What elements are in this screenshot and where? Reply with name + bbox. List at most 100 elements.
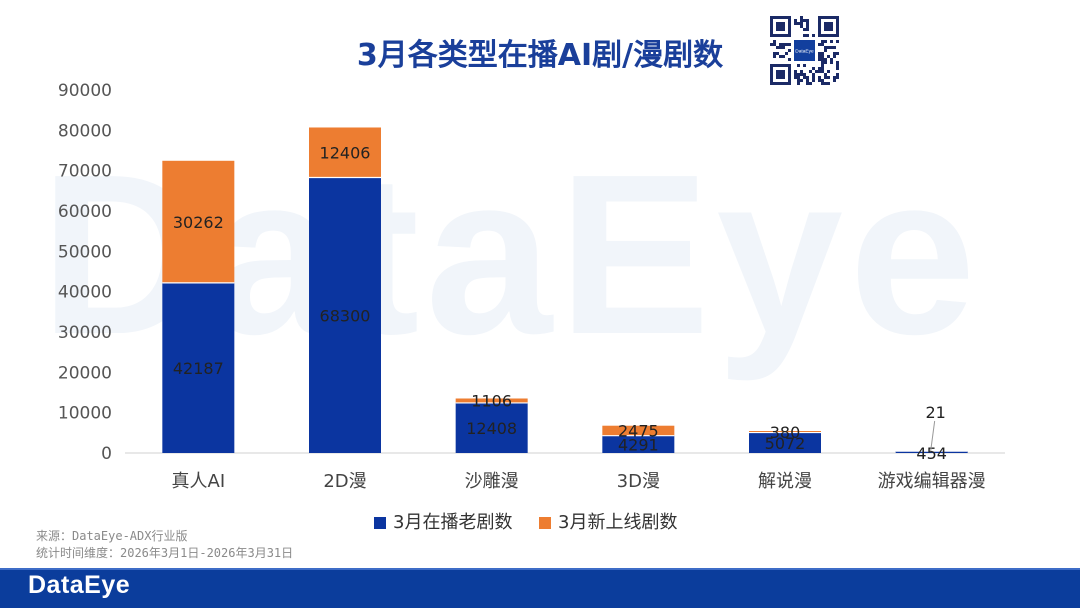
qr-module [824,49,827,52]
footer-bar [0,568,1080,608]
qr-module [821,58,824,61]
qr-module [809,70,812,73]
data-label-new: 21 [925,403,945,422]
qr-module [818,55,821,58]
qr-module [836,67,839,70]
qr-module [794,19,797,22]
qr-module [803,19,806,22]
qr-module [779,46,782,49]
qr-code-icon: DataEye [770,16,839,85]
qr-module [800,22,803,25]
qr-module [821,82,824,85]
data-label-leader-line [930,420,936,452]
qr-module [800,73,803,76]
x-tick-label: 2D漫 [323,471,366,492]
x-tick-label: 真人AI [172,471,226,492]
qr-module [830,61,833,64]
data-label-old: 42187 [173,359,224,378]
legend-label-old: 3月在播老剧数 [393,512,512,533]
qr-module [782,43,785,46]
data-label-new: 2475 [618,422,659,441]
qr-module [779,55,782,58]
bar-new-series [749,431,821,433]
qr-finder-inner [776,22,785,31]
period-note: 统计时间维度：2026年3月1日-2026年3月31日 [36,546,294,560]
x-tick-label: 游戏编辑器漫 [878,471,986,492]
qr-module [797,73,800,76]
qr-module [818,79,821,82]
qr-module [824,76,827,79]
y-tick-label: 60000 [58,202,112,222]
qr-module [773,43,776,46]
x-tick-label: 3D漫 [617,471,660,492]
qr-module [797,82,800,85]
qr-module [788,43,791,46]
qr-module [785,43,788,46]
qr-module [776,52,779,55]
qr-module [830,40,833,43]
qr-module [797,76,800,79]
qr-module [806,25,809,28]
y-tick-label: 40000 [58,283,112,303]
qr-module [806,22,809,25]
data-label-old: 68300 [320,306,371,325]
qr-module [812,67,815,70]
qr-module [821,52,824,55]
qr-module [830,46,833,49]
bar-old-series [749,432,821,453]
qr-module [800,19,803,22]
qr-module [800,79,803,82]
footer-logo: DataEye [28,571,131,599]
qr-module [824,46,827,49]
bar-old-series [602,435,675,453]
qr-module [785,52,788,55]
qr-module [836,61,839,64]
qr-module [821,40,824,43]
qr-module [836,73,839,76]
qr-module [824,82,827,85]
bar-old-series [162,282,235,453]
qr-module [788,49,791,52]
qr-module [824,40,827,43]
stacked-bar-chart: 0 10000 20000 30000 40000 50000 60000 70000 8000… [58,81,1005,533]
qr-module [818,76,821,79]
qr-module [773,52,776,55]
qr-module [800,25,803,28]
y-tick-label: 10000 [58,404,112,424]
x-tick-label: 解说漫 [758,471,812,492]
bar-new-series [162,160,235,283]
data-label-new: 1106 [471,392,512,411]
qr-module [803,76,806,79]
legend-swatch-old [374,517,386,529]
y-tick-label: 50000 [58,242,112,262]
bar-old-series [309,177,381,454]
qr-module [824,61,827,64]
legend-swatch-new [539,517,551,529]
qr-module [815,70,818,73]
qr-module [803,64,806,67]
qr-module [806,76,809,79]
qr-module [773,55,776,58]
qr-module [827,55,830,58]
qr-module [818,52,821,55]
qr-module [833,46,836,49]
qr-module [809,82,812,85]
qr-module [836,64,839,67]
qr-module [818,58,821,61]
y-tick-label: 90000 [58,81,112,101]
qr-module [803,73,806,76]
qr-module [776,46,779,49]
qr-finder-inner [776,70,785,79]
qr-module [812,76,815,79]
qr-module [821,67,824,70]
data-label-old: 4291 [618,435,659,454]
qr-module [770,43,773,46]
y-tick-label: 80000 [58,121,112,141]
qr-module [800,70,803,73]
qr-module [773,40,776,43]
qr-module [782,55,785,58]
qr-module [812,73,815,76]
data-label-old: 12408 [466,419,517,438]
qr-module [806,28,809,31]
qr-module [827,46,830,49]
